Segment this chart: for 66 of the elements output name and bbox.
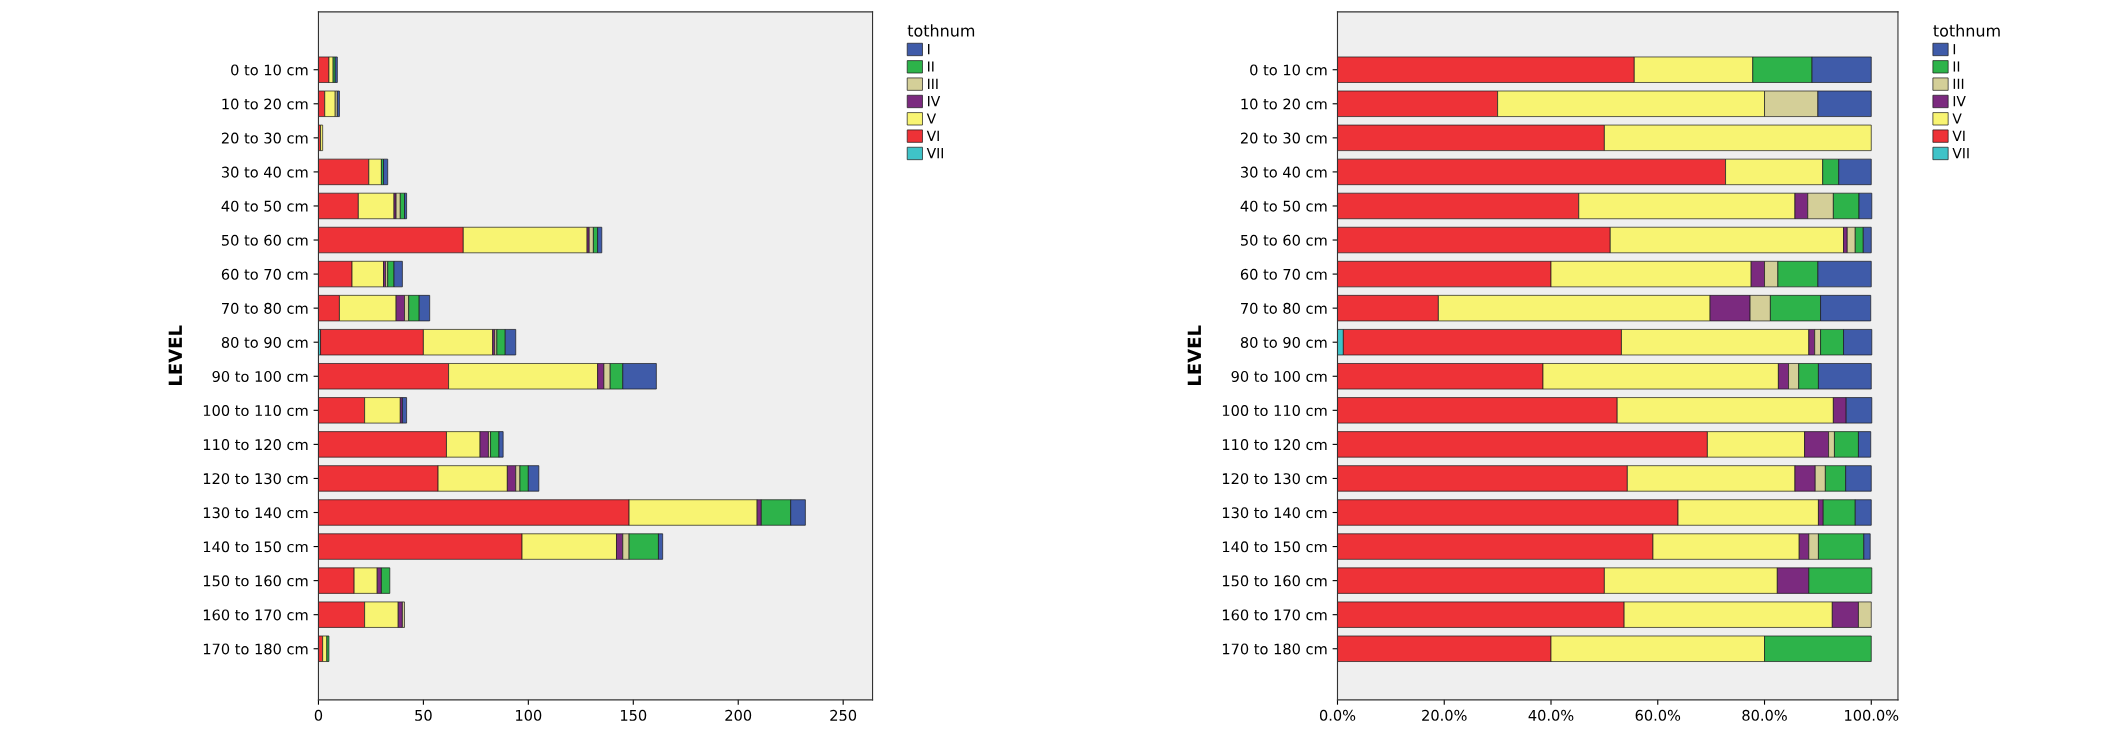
legend-label: VI [1952, 130, 1965, 141]
y-tick-label: 70 to 80 cm [222, 302, 308, 314]
y-tick-label: 0 to 10 cm [231, 64, 308, 76]
y-tick-label: 100 to 110 cm [203, 405, 308, 417]
legend-label: IV [1953, 96, 1966, 107]
y-tick-label: 40 to 50 cm [1240, 200, 1327, 212]
x-tick-label: 80.0% [1742, 709, 1787, 721]
y-tick-label: 150 to 160 cm [1222, 575, 1327, 587]
y-tick-label: 100 to 110 cm [1222, 405, 1327, 417]
y-tick-label: 30 to 40 cm [221, 166, 308, 178]
y-tick-label: 80 to 90 cm [1240, 336, 1327, 348]
legend-title: tothnum [1933, 24, 2000, 37]
y-tick-label: 80 to 90 cm [221, 336, 308, 348]
y-tick-label: 130 to 140 cm [203, 507, 308, 519]
y-tick-label: 30 to 40 cm [1241, 166, 1327, 178]
y-tick-label: 120 to 130 cm [203, 473, 308, 485]
x-tick-label: 100 [516, 709, 542, 721]
legend-label: III [1953, 78, 1964, 89]
y-tick-label: 20 to 30 cm [1240, 132, 1327, 144]
y-tick-label: 10 to 20 cm [222, 98, 308, 110]
legend-label: I [928, 44, 930, 55]
y-tick-label: 140 to 150 cm [203, 541, 308, 553]
y-tick-label: 140 to 150 cm [1222, 541, 1327, 553]
y-tick-label: 20 to 30 cm [221, 132, 308, 144]
y-tick-label: 120 to 130 cm [1222, 473, 1327, 485]
y-tick-label: 90 to 100 cm [1231, 370, 1327, 383]
x-tick-label: 100.0% [1845, 709, 1899, 721]
y-tick-label: 170 to 180 cm [203, 643, 308, 655]
y-axis-title: LEVEL [1187, 325, 1201, 385]
y-axis-title: LEVEL [168, 325, 182, 385]
legend-label: IV [928, 96, 941, 107]
x-tick-label: 60.0% [1635, 709, 1681, 721]
y-tick-label: 110 to 120 cm [1222, 439, 1327, 451]
y-tick-label: 170 to 180 cm [1222, 643, 1327, 655]
y-tick-label: 50 to 60 cm [221, 234, 308, 246]
y-tick-label: 60 to 70 cm [1240, 268, 1327, 280]
legend-label: II [1953, 61, 1960, 72]
x-tick-label: 200 [725, 709, 752, 721]
y-tick-label: 90 to 100 cm [212, 370, 308, 383]
x-tick-label: 0 [314, 709, 323, 721]
legend-label: II [928, 61, 934, 72]
legend-label: VI [926, 130, 939, 141]
legend-label: V [926, 113, 937, 124]
y-tick-label: 40 to 50 cm [221, 200, 308, 212]
y-tick-label: 70 to 80 cm [1241, 302, 1327, 314]
legend-label: V [1952, 113, 1962, 124]
legend-label: VII [926, 148, 943, 159]
y-tick-label: 130 to 140 cm [1222, 507, 1327, 519]
x-tick-label: 0.0% [1319, 709, 1356, 721]
y-tick-label: 150 to 160 cm [203, 575, 308, 587]
y-tick-label: 160 to 170 cm [203, 609, 308, 621]
x-tick-label: 250 [830, 709, 857, 721]
x-tick-label: 20.0% [1422, 709, 1467, 721]
legend-label: VII [1952, 148, 1969, 159]
y-tick-label: 160 to 170 cm [1222, 609, 1327, 621]
x-tick-label: 40.0% [1528, 709, 1574, 721]
y-tick-label: 0 to 10 cm [1250, 64, 1327, 76]
legend-title: tothnum [907, 24, 975, 37]
y-tick-label: 60 to 70 cm [221, 268, 308, 280]
x-tick-label: 50 [415, 709, 432, 721]
y-tick-label: 10 to 20 cm [1241, 98, 1327, 110]
y-tick-label: 50 to 60 cm [1241, 234, 1327, 246]
legend-label: I [1953, 44, 1956, 55]
legend-label: III [928, 78, 938, 89]
x-tick-label: 150 [620, 709, 647, 721]
y-tick-label: 110 to 120 cm [203, 439, 308, 451]
